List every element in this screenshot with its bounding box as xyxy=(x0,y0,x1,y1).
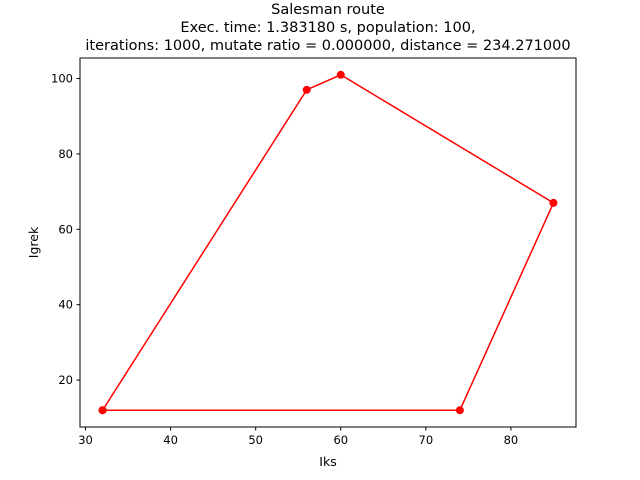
chart-title: Salesman route xyxy=(271,2,385,18)
city-point-6 xyxy=(98,406,107,415)
x-tick-label: 40 xyxy=(163,433,178,447)
x-axis-label: Iks xyxy=(319,454,336,469)
chart-subtitle-line-2: iterations: 1000, mutate ratio = 0.00000… xyxy=(85,38,570,54)
x-tick-label: 30 xyxy=(78,433,93,447)
city-point-4 xyxy=(549,198,558,207)
city-point-2 xyxy=(302,85,311,94)
y-axis-label: Igrek xyxy=(26,226,41,258)
plot-layer xyxy=(98,70,558,415)
route-line xyxy=(101,74,555,411)
x-tick-label: 60 xyxy=(333,433,348,447)
y-tick-label: 80 xyxy=(58,147,73,161)
plot-frame xyxy=(79,57,577,428)
x-tick-label: 70 xyxy=(419,433,434,447)
x-tick-label: 50 xyxy=(248,433,263,447)
tick-layer: 30 40 50 60 70 80 20 40 60 80 100 xyxy=(51,72,518,447)
x-tick-label: 80 xyxy=(504,433,519,447)
city-point-5 xyxy=(455,406,464,415)
city-point-3 xyxy=(336,70,345,79)
chart-subtitle-line-1: Exec. time: 1.383180 s, population: 100, xyxy=(180,20,475,36)
y-tick-label: 40 xyxy=(58,298,73,312)
y-tick-label: 60 xyxy=(58,222,73,236)
y-tick-label: 100 xyxy=(51,72,73,86)
y-tick-label: 20 xyxy=(58,373,73,387)
